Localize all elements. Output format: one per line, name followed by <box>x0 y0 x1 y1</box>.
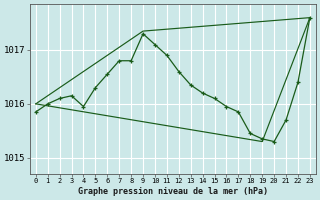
X-axis label: Graphe pression niveau de la mer (hPa): Graphe pression niveau de la mer (hPa) <box>78 187 268 196</box>
